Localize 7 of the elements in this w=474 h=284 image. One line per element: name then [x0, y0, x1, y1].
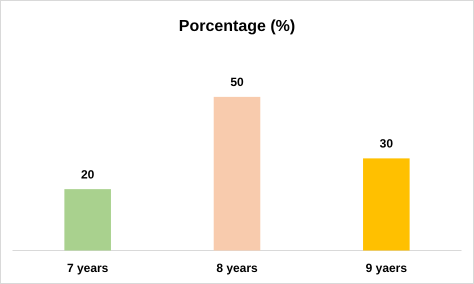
chart-title: Porcentage (%) — [178, 18, 296, 36]
x-tick-label: 8 years — [216, 261, 258, 276]
data-label: 20 — [80, 167, 95, 182]
data-label: 30 — [380, 136, 394, 151]
x-tick-label: 7 years — [66, 261, 109, 276]
x-tick-label: 9 yaers — [366, 261, 408, 276]
data-label: 50 — [230, 75, 244, 90]
